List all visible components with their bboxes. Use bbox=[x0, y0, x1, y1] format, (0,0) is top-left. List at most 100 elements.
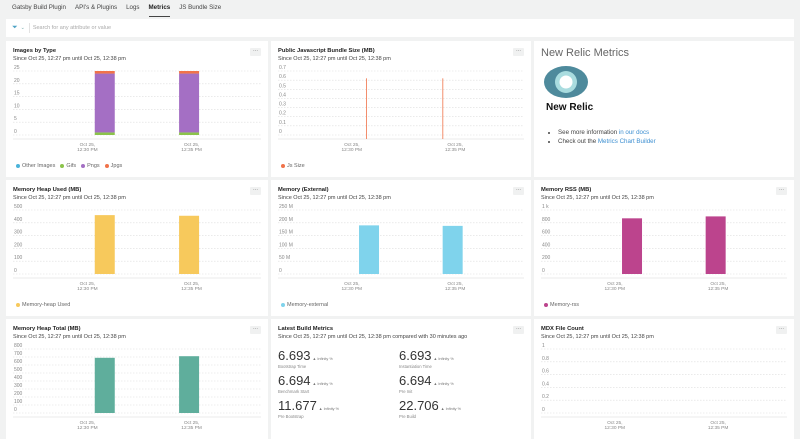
card-subtitle: Since Oct 25, 12:27 pm until Oct 25, 12:… bbox=[278, 56, 391, 62]
bar-js-size[interactable] bbox=[442, 78, 444, 139]
tab-logs[interactable]: Logs bbox=[126, 4, 140, 11]
metric-delta: ▲ Infinity % bbox=[312, 382, 333, 386]
metric-delta: ▲ Infinity % bbox=[318, 407, 340, 411]
x-tick-label: Oct 25, bbox=[607, 281, 622, 287]
bar-memory-rss[interactable] bbox=[705, 216, 726, 274]
metric-label: Instantiation Time bbox=[399, 364, 432, 369]
card-subtitle: Since Oct 25, 12:27 pm until Oct 25, 12:… bbox=[13, 334, 126, 340]
search-input[interactable] bbox=[32, 25, 433, 31]
card-subtitle: Since Oct 25, 12:27 pm until Oct 25, 12:… bbox=[541, 334, 654, 340]
y-tick-label: 5 bbox=[14, 116, 17, 122]
y-tick-label: 100 bbox=[14, 255, 23, 261]
bar-memory-heap-total[interactable] bbox=[179, 356, 200, 413]
x-tick-label: Oct 25, bbox=[184, 281, 199, 287]
y-tick-label: 0.7 bbox=[279, 65, 286, 71]
legend-label: Js Size bbox=[287, 163, 305, 169]
tab-metrics[interactable]: Metrics bbox=[148, 0, 171, 17]
legend-label: Other Images bbox=[22, 163, 56, 169]
tab-gatsby-build-plugin[interactable]: Gatsby Build Plugin bbox=[12, 4, 66, 11]
build-metric: 6.693 ▲ Infinity % Bootstrap Time bbox=[278, 347, 333, 369]
bar-gifs[interactable] bbox=[179, 132, 200, 135]
more-options-button[interactable]: ... bbox=[250, 47, 261, 56]
x-tick-label: Oct 25, bbox=[710, 281, 725, 287]
bar-js-size[interactable] bbox=[366, 78, 367, 139]
bar-jpgs[interactable] bbox=[94, 71, 115, 74]
docs-link[interactable]: in our docs bbox=[618, 129, 650, 136]
more-options-button[interactable]: ... bbox=[513, 186, 524, 195]
more-options-button[interactable]: ... bbox=[776, 325, 787, 334]
x-tick-label: 12:30 PM bbox=[342, 147, 363, 153]
x-tick-label: 12:30 PM bbox=[342, 286, 363, 292]
x-tick-label: Oct 25, bbox=[80, 281, 95, 287]
metric-label: Bootstrap Time bbox=[278, 364, 307, 369]
metric-value: 6.694 bbox=[278, 373, 311, 388]
divider bbox=[28, 23, 30, 33]
legend-item: Other Images bbox=[16, 163, 55, 169]
y-tick-label: 200 bbox=[542, 255, 551, 261]
bar-memory-heap-total[interactable] bbox=[94, 357, 115, 413]
x-tick-label: 12:35 PM bbox=[445, 286, 466, 292]
bar-memory-rss[interactable] bbox=[622, 218, 643, 274]
bar-memory-external[interactable] bbox=[359, 225, 380, 274]
y-tick-label: 0 bbox=[14, 129, 17, 135]
y-tick-label: 10 bbox=[14, 103, 20, 109]
chart-card-memory-rss: Memory RSS (MB) Since Oct 25, 12:27 pm un… bbox=[534, 180, 794, 316]
bar-pngs[interactable] bbox=[94, 73, 115, 133]
legend-dot-icon bbox=[281, 163, 285, 168]
tab-apis-plugins[interactable]: API's & Plugins bbox=[75, 4, 118, 11]
y-tick-label: 100 bbox=[14, 399, 23, 405]
bar-memory-heap-used[interactable] bbox=[94, 215, 115, 274]
more-options-button[interactable]: ... bbox=[776, 186, 787, 195]
legend-label: Jpgs bbox=[110, 163, 123, 169]
chart-card-memory-external: Memory (External) Since Oct 25, 12:27 pm … bbox=[271, 180, 531, 316]
legend-dot-icon bbox=[16, 163, 20, 168]
y-tick-label: 0.1 bbox=[279, 120, 286, 126]
chart-legend: Memory-external bbox=[281, 302, 328, 308]
bar-jpgs[interactable] bbox=[179, 71, 200, 74]
more-options-button[interactable]: ... bbox=[250, 186, 261, 195]
more-options-button[interactable]: ... bbox=[513, 325, 524, 334]
list-item: See more information in our docs bbox=[558, 128, 656, 137]
y-tick-label: 250 M bbox=[279, 204, 293, 210]
legend-item: Jpgs bbox=[104, 163, 123, 169]
metric-delta: ▲ Infinity % bbox=[312, 357, 333, 361]
bar-gifs[interactable] bbox=[94, 132, 115, 135]
metrics-chart-builder-link[interactable]: Metrics Chart Builder bbox=[597, 138, 656, 145]
list-item: Check out the Metrics Chart Builder bbox=[558, 137, 656, 146]
bar-memory-external[interactable] bbox=[442, 225, 463, 274]
metric-value: 11.677 bbox=[278, 398, 317, 413]
metric-value: 22.706 bbox=[399, 398, 439, 413]
more-options-button[interactable]: ... bbox=[513, 47, 524, 56]
y-tick-label: 1 k bbox=[542, 204, 549, 210]
y-tick-label: 400 bbox=[542, 242, 551, 248]
new-relic-card: New Relic Metrics New Relic. See more in… bbox=[534, 41, 794, 177]
chevron-down-icon[interactable]: ⌄ bbox=[20, 25, 25, 31]
card-subtitle: Since Oct 25, 12:27 pm until Oct 25, 12:… bbox=[278, 195, 391, 201]
card-subtitle: Since Oct 25, 12:27 pm until Oct 25, 12:… bbox=[13, 56, 126, 62]
legend-label: Gifs bbox=[66, 163, 77, 169]
legend-label: Memory-heap Used bbox=[22, 302, 71, 308]
bar-memory-heap-used[interactable] bbox=[179, 215, 200, 274]
y-tick-label: 0.4 bbox=[542, 381, 549, 387]
card-title: Memory Heap Total (MB) bbox=[13, 326, 81, 332]
x-tick-label: 12:30 PM bbox=[77, 425, 98, 431]
x-tick-label: 12:35 PM bbox=[181, 147, 202, 153]
y-tick-label: 500 bbox=[14, 204, 23, 210]
metric-row: 6.694 ▲ Infinity % bbox=[278, 372, 333, 390]
svg-text:New Relic.: New Relic. bbox=[546, 102, 594, 113]
more-options-button[interactable]: ... bbox=[250, 325, 261, 334]
metric-row: 6.693 ▲ Infinity % bbox=[278, 347, 333, 365]
tab-js-bundle-size[interactable]: JS Bundle Size bbox=[179, 4, 222, 11]
build-metric: 11.677 ▲ Infinity % Pre Bootstrap bbox=[278, 397, 339, 419]
y-tick-label: 0.6 bbox=[542, 369, 549, 375]
x-tick-label: 12:30 PM bbox=[77, 286, 98, 292]
card-title: Memory Heap Used (MB) bbox=[13, 187, 82, 193]
bar-pngs[interactable] bbox=[179, 73, 200, 133]
y-tick-label: 0.3 bbox=[279, 102, 286, 108]
legend-label: Memory-external bbox=[287, 302, 329, 308]
y-tick-label: 200 bbox=[14, 242, 23, 248]
filter-icon[interactable]: ⏷ bbox=[12, 24, 18, 31]
